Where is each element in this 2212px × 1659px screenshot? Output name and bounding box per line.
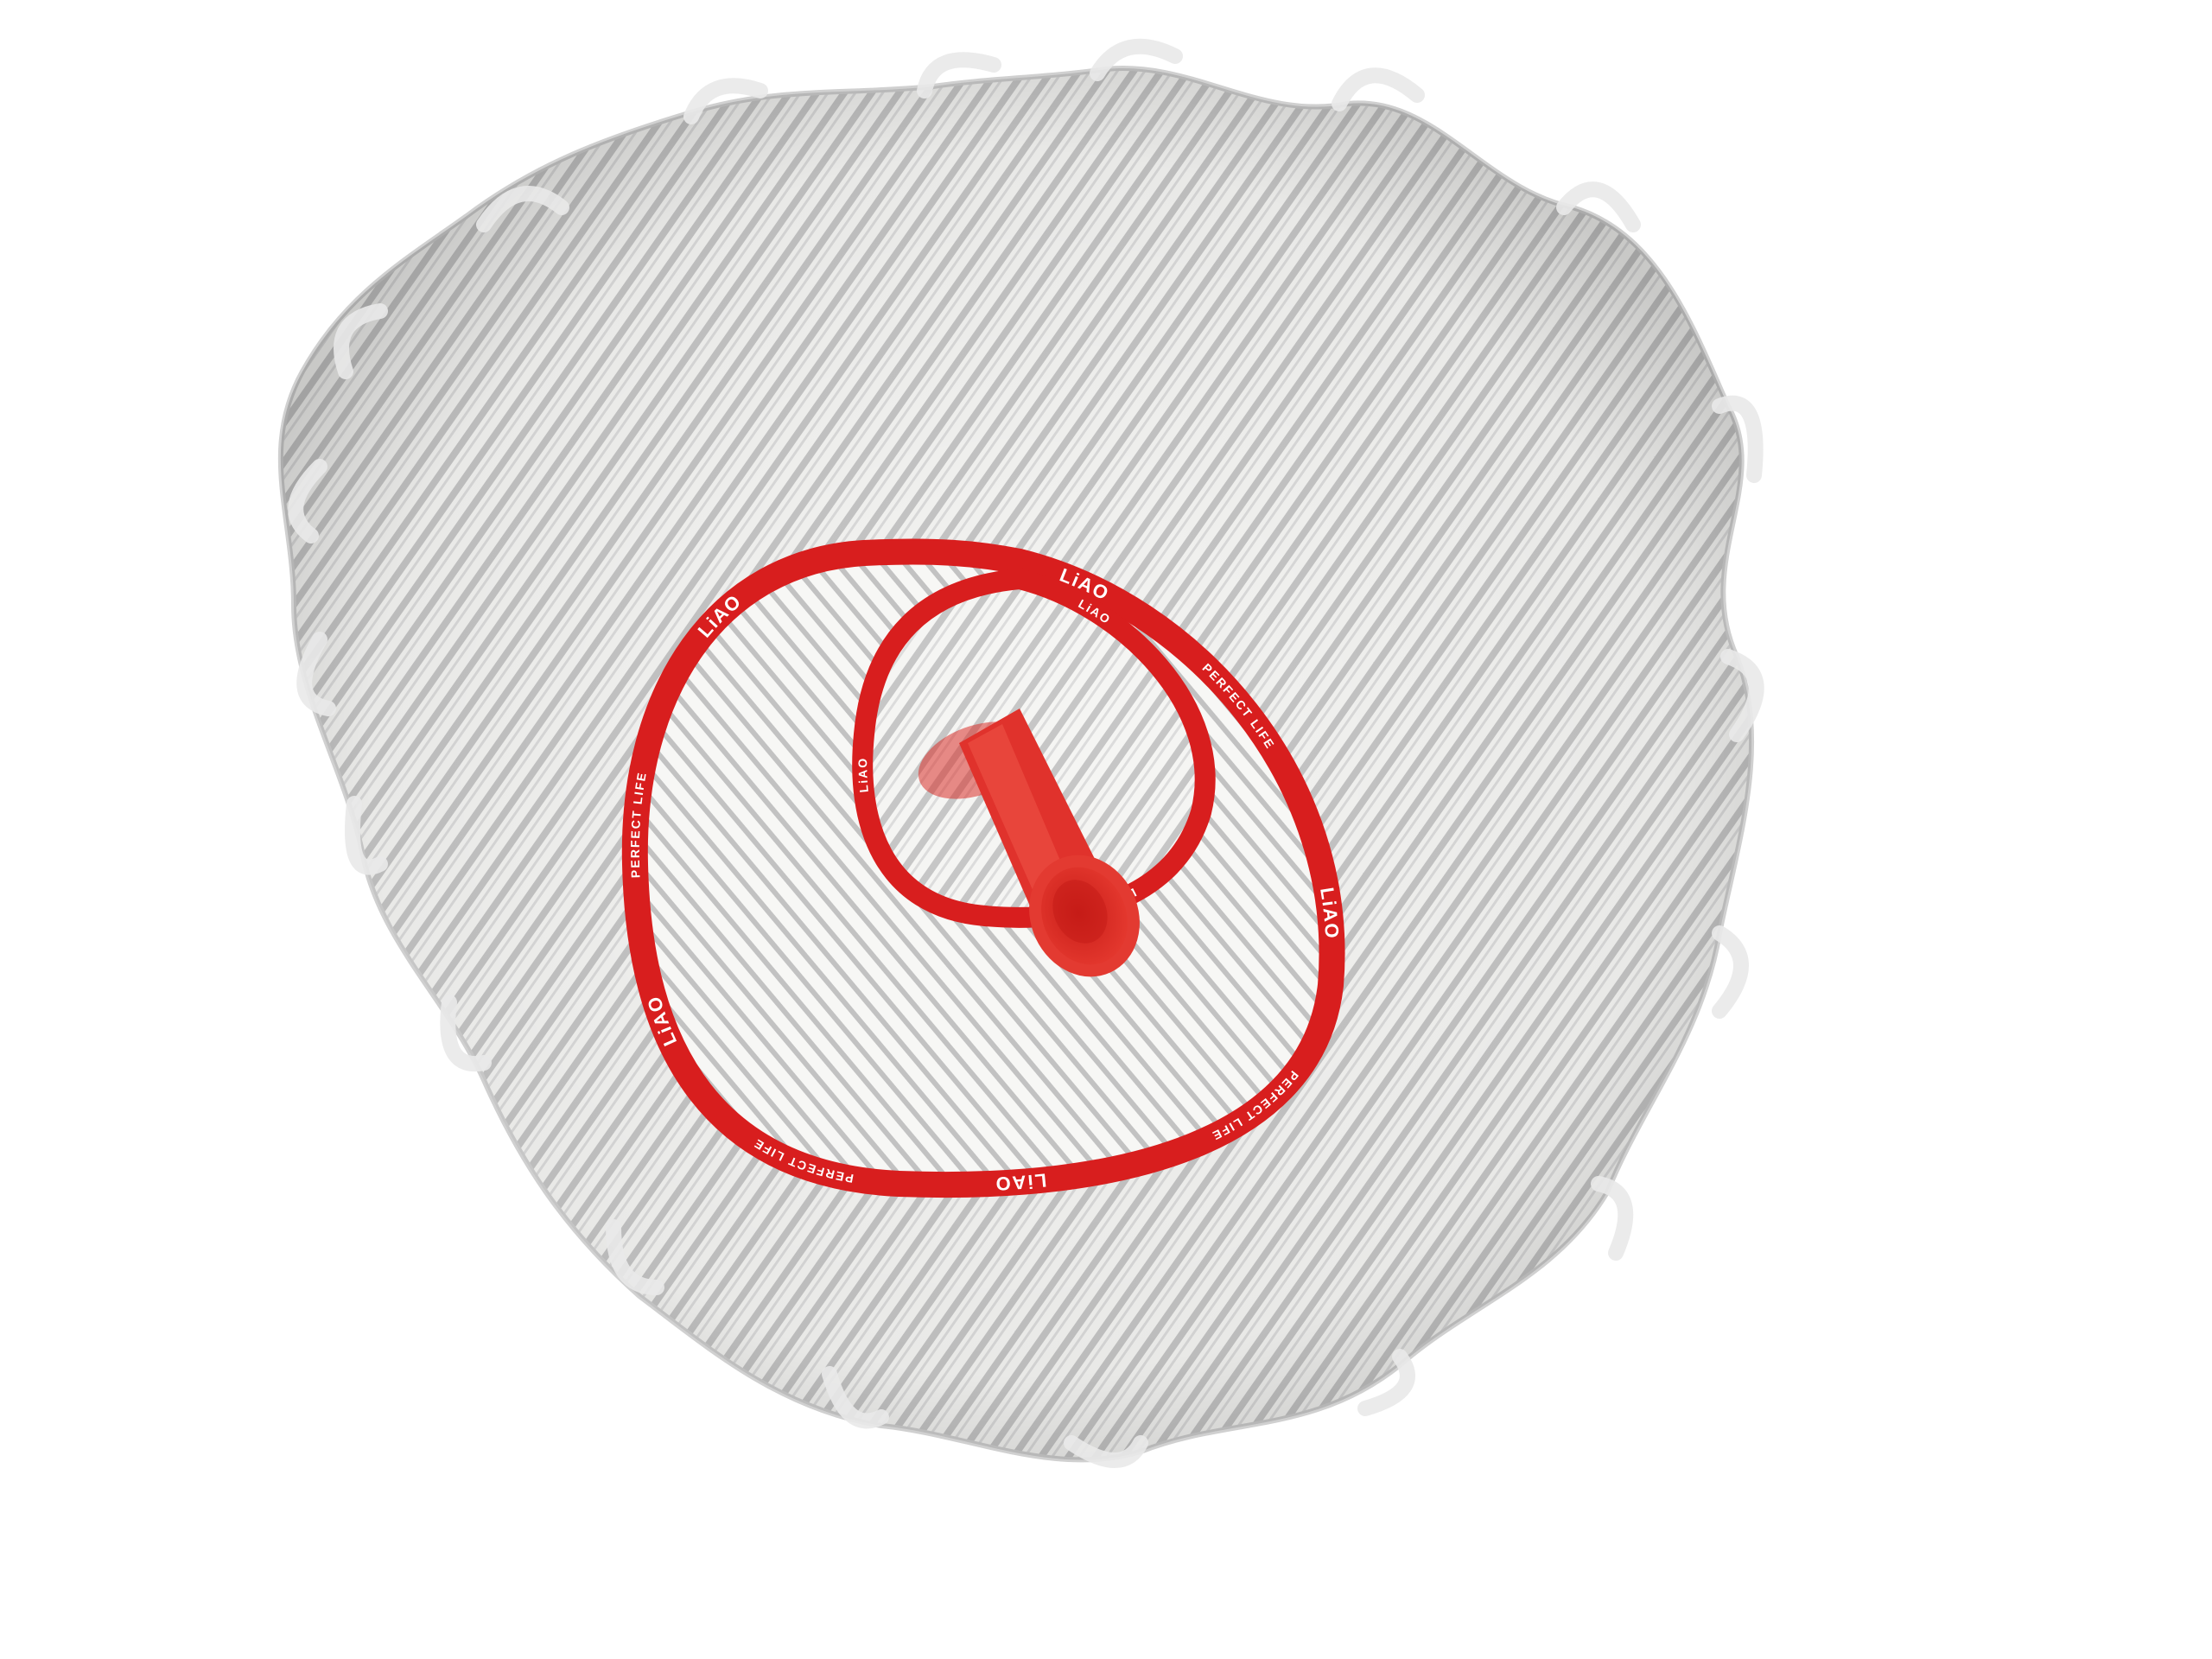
inner-band-brand-3: LiAO bbox=[855, 757, 871, 793]
red-socket bbox=[918, 709, 1140, 977]
svg-text:LiAO: LiAO bbox=[994, 1169, 1047, 1194]
svg-text:LiAO: LiAO bbox=[855, 757, 871, 793]
band-brand-3: LiAO bbox=[994, 1169, 1047, 1194]
